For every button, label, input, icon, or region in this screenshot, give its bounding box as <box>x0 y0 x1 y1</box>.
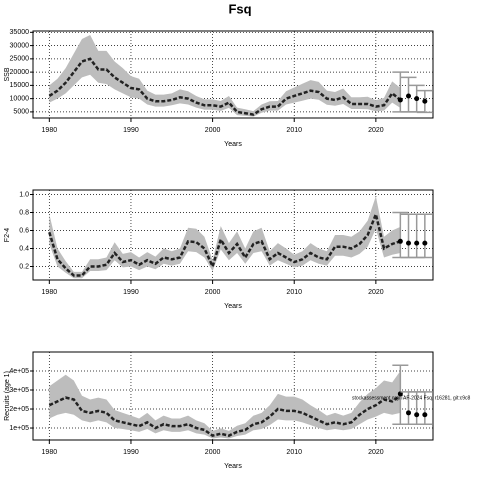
x-tick-label: 1980 <box>42 449 58 456</box>
y-tick-label: 20000 <box>10 69 30 76</box>
y-axis-label: SSB <box>4 67 11 81</box>
x-tick-label: 2000 <box>205 127 221 134</box>
x-axis-label: Years <box>224 141 242 148</box>
y-tick-label: 1.0 <box>19 191 29 198</box>
confidence-band <box>49 196 401 279</box>
x-tick-label: 2020 <box>368 289 384 296</box>
projection-point <box>422 98 428 104</box>
chart-title: Fsq <box>228 1 251 16</box>
y-tick-label: 15000 <box>10 82 30 89</box>
y-tick-label: 2e+05 <box>9 406 29 413</box>
projection-point <box>422 240 428 246</box>
y-tick-label: 1e+05 <box>9 425 29 432</box>
projection-point <box>397 97 403 103</box>
median-line <box>48 210 401 277</box>
confidence-band <box>49 34 401 117</box>
x-tick-label: 2020 <box>368 449 384 456</box>
plot-frame <box>32 30 434 119</box>
x-tick-label: 2020 <box>368 127 384 134</box>
x-tick-label: 1990 <box>123 449 139 456</box>
y-tick-label: 30000 <box>10 42 30 49</box>
y-tick-label: 35000 <box>10 29 30 36</box>
y-tick-label: 25000 <box>10 56 30 63</box>
plot-frame <box>32 351 434 441</box>
y-tick-label: 5000 <box>13 109 29 116</box>
y-tick-label: 0.6 <box>19 227 29 234</box>
y-tick-label: 10000 <box>10 95 30 102</box>
x-axis-label: Years <box>224 463 242 470</box>
x-tick-label: 1980 <box>42 127 58 134</box>
projection-point <box>414 240 420 246</box>
x-axis-label: Years <box>224 303 242 310</box>
projection-point <box>422 412 428 418</box>
projection-point <box>397 238 403 244</box>
median-line <box>48 394 402 437</box>
projection-point <box>414 412 420 418</box>
confidence-band <box>49 371 401 439</box>
projection-point <box>406 240 412 246</box>
projection-point <box>414 96 420 102</box>
y-axis-label: F2-4 <box>4 228 11 243</box>
y-tick-label: 0.8 <box>19 209 29 216</box>
x-tick-label: 1980 <box>42 289 58 296</box>
y-axis-label: Recruits (age 1) <box>4 371 11 421</box>
projection-point <box>406 410 412 416</box>
y-tick-label: 4e+05 <box>9 368 29 375</box>
x-tick-label: 1990 <box>123 289 139 296</box>
y-tick-label: 0.4 <box>19 245 29 252</box>
plot-frame <box>32 189 434 281</box>
footnote: stockassessment.org/TAF-2024 Fsq, r16281… <box>352 395 471 401</box>
projection-point <box>406 93 412 99</box>
y-tick-label: 0.2 <box>19 263 29 270</box>
x-tick-label: 2010 <box>286 449 302 456</box>
x-tick-label: 1990 <box>123 127 139 134</box>
x-tick-label: 2010 <box>286 289 302 296</box>
y-tick-label: 3e+05 <box>9 387 29 394</box>
x-tick-label: 2000 <box>205 449 221 456</box>
median-line <box>48 57 402 116</box>
x-tick-label: 2010 <box>286 127 302 134</box>
x-tick-label: 2000 <box>205 289 221 296</box>
